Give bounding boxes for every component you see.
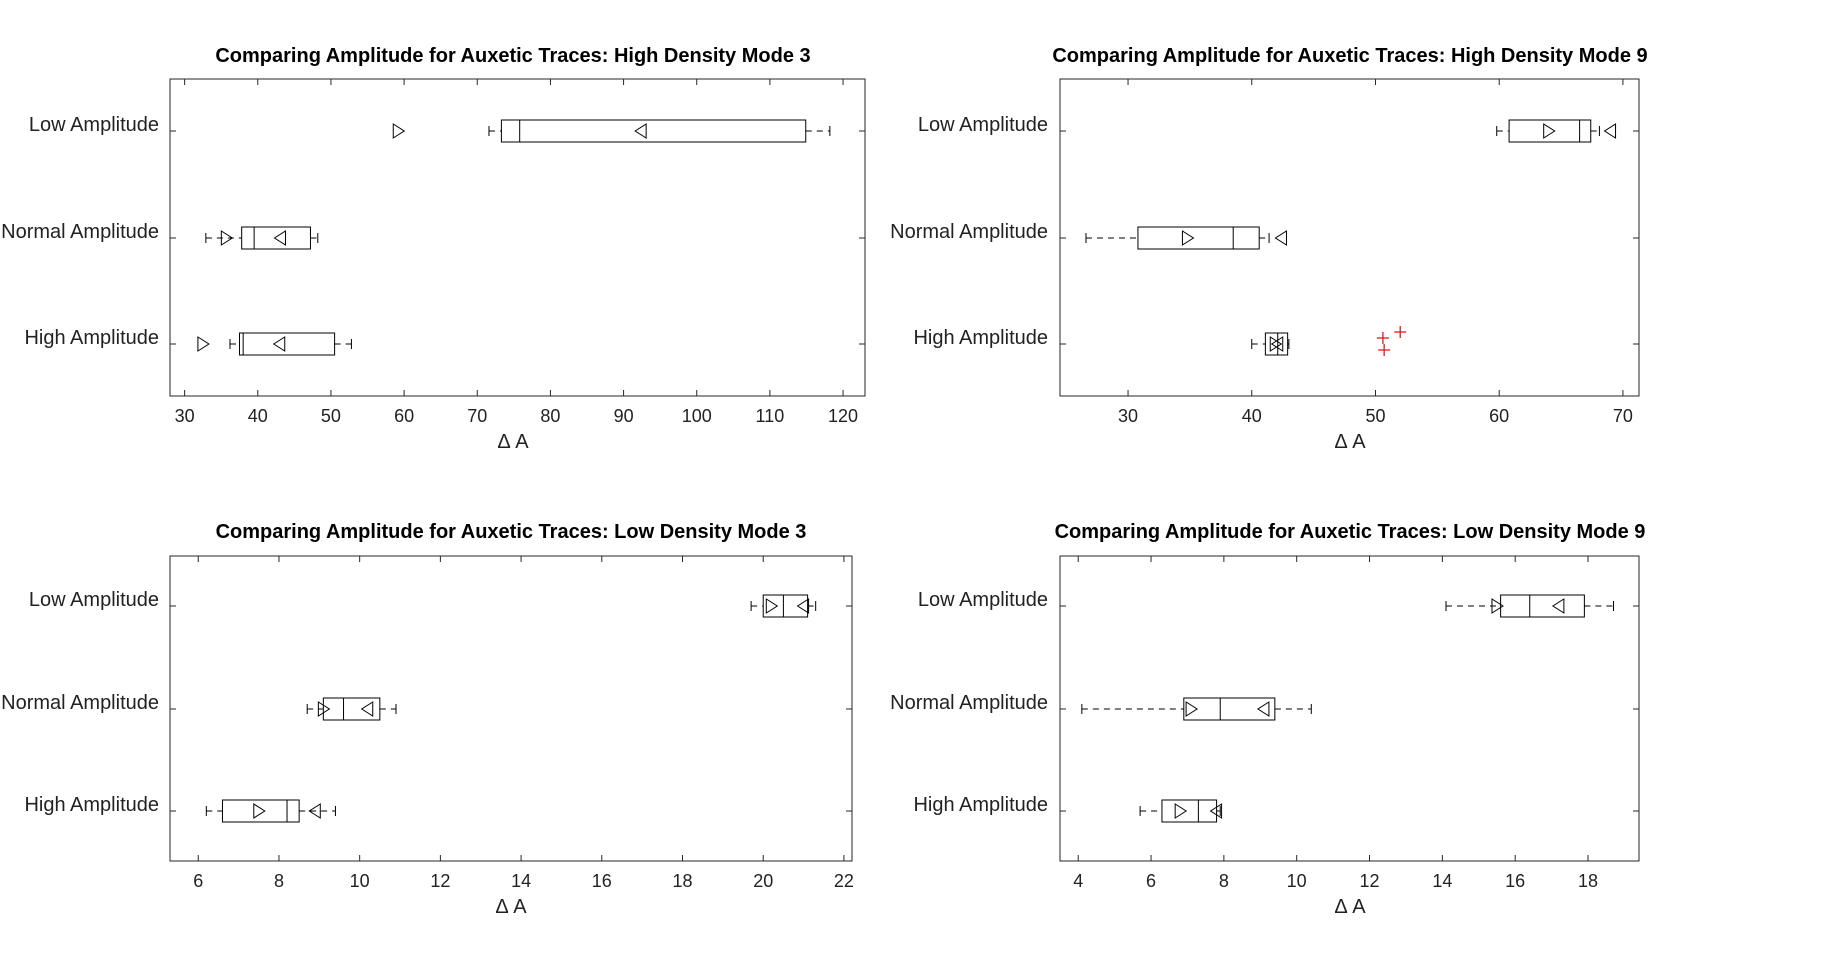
x-tick-label: 50	[321, 406, 341, 426]
x-axis-label: Δ A	[1334, 431, 1366, 453]
iqr-box	[239, 332, 336, 356]
boxplot-high-density-mode-9: Comparing Amplitude for Auxetic Traces: …	[890, 45, 1647, 453]
x-tick-label: 10	[1287, 871, 1307, 891]
x-tick-label: 14	[1432, 871, 1452, 891]
x-tick-label: 6	[1146, 871, 1156, 891]
category-label-normal: Normal Amplitude	[1, 221, 159, 243]
category-label-low: Low Amplitude	[918, 589, 1048, 611]
marker-right-triangle	[317, 701, 331, 717]
marker-left-triangle	[360, 701, 374, 717]
chart-title: Comparing Amplitude for Auxetic Traces: …	[216, 521, 807, 543]
x-tick-label: 70	[1613, 406, 1633, 426]
chart-title: Comparing Amplitude for Auxetic Traces: …	[1052, 45, 1647, 67]
marker-left-triangle	[796, 598, 810, 614]
iqr-box	[322, 697, 381, 721]
x-tick-label: 20	[753, 871, 773, 891]
marker-right-triangle	[1174, 803, 1188, 819]
x-tick-label: 18	[1578, 871, 1598, 891]
category-label-normal: Normal Amplitude	[890, 692, 1048, 714]
x-tick-label: 120	[828, 406, 858, 426]
iqr-box	[221, 799, 300, 823]
marker-left-triangle	[1551, 598, 1565, 614]
marker-left-triangle	[1256, 701, 1270, 717]
chart-title: Comparing Amplitude for Auxetic Traces: …	[1055, 521, 1646, 543]
x-tick-label: 16	[592, 871, 612, 891]
boxplot-low-density-mode-9: Comparing Amplitude for Auxetic Traces: …	[890, 521, 1645, 918]
x-tick-label: 18	[672, 871, 692, 891]
x-axis-label: Δ A	[1334, 896, 1366, 918]
x-tick-label: 10	[350, 871, 370, 891]
x-tick-label: 30	[175, 406, 195, 426]
x-tick-label: 12	[1360, 871, 1380, 891]
marker-left-triangle	[1603, 123, 1617, 139]
marker-right-triangle	[1269, 336, 1283, 352]
marker-left-triangle	[308, 803, 321, 819]
x-tick-label: 40	[248, 406, 268, 426]
x-tick-label: 8	[274, 871, 284, 891]
iqr-box	[1137, 226, 1260, 250]
x-tick-label: 12	[430, 871, 450, 891]
chart-title: Comparing Amplitude for Auxetic Traces: …	[215, 45, 810, 67]
marker-left-triangle	[272, 336, 286, 352]
x-tick-label: 40	[1242, 406, 1262, 426]
boxplot-high-density-mode-3: Comparing Amplitude for Auxetic Traces: …	[1, 45, 866, 453]
x-tick-label: 60	[1489, 406, 1509, 426]
x-tick-label: 50	[1365, 406, 1385, 426]
x-tick-label: 14	[511, 871, 531, 891]
x-tick-label: 60	[394, 406, 414, 426]
iqr-box	[1183, 697, 1276, 721]
x-tick-label: 8	[1219, 871, 1229, 891]
category-label-normal: Normal Amplitude	[1, 692, 159, 714]
boxplot-low-density-mode-3: Comparing Amplitude for Auxetic Traces: …	[1, 521, 854, 918]
x-axis-label: Δ A	[495, 896, 527, 918]
x-tick-label: 110	[756, 406, 785, 426]
marker-right-triangle	[220, 230, 234, 246]
x-axis-label: Δ A	[497, 431, 529, 453]
marker-left-triangle	[1270, 336, 1284, 352]
marker-right-triangle	[765, 598, 779, 614]
category-label-high: High Amplitude	[913, 327, 1048, 349]
x-tick-label: 100	[682, 406, 712, 426]
iqr-box	[241, 226, 311, 250]
marker-left-triangle	[273, 230, 286, 246]
marker-left-triangle	[1209, 803, 1223, 819]
x-tick-label: 90	[614, 406, 634, 426]
iqr-box	[1500, 594, 1585, 618]
category-label-high: High Amplitude	[24, 327, 159, 349]
x-tick-label: 70	[467, 406, 487, 426]
marker-right-triangle	[1491, 598, 1504, 614]
category-label-low: Low Amplitude	[29, 589, 159, 611]
marker-left-triangle	[1274, 230, 1287, 246]
iqr-box	[1161, 799, 1218, 823]
iqr-box	[1264, 332, 1289, 356]
iqr-box	[762, 594, 809, 618]
x-tick-label: 6	[193, 871, 203, 891]
marker-right-triangle	[197, 336, 210, 352]
marker-right-triangle	[1181, 230, 1195, 246]
x-tick-label: 4	[1073, 871, 1083, 891]
category-label-high: High Amplitude	[913, 794, 1048, 816]
marker-right-triangle	[253, 803, 266, 819]
category-label-low: Low Amplitude	[918, 114, 1048, 136]
iqr-box	[500, 119, 807, 143]
category-label-normal: Normal Amplitude	[890, 221, 1048, 243]
x-tick-label: 30	[1118, 406, 1138, 426]
marker-right-triangle	[1543, 123, 1556, 139]
x-tick-label: 16	[1505, 871, 1525, 891]
marker-right-triangle	[392, 123, 406, 139]
x-tick-label: 22	[834, 871, 854, 891]
category-label-low: Low Amplitude	[29, 114, 159, 136]
x-tick-label: 80	[540, 406, 560, 426]
marker-left-triangle	[634, 123, 647, 139]
iqr-box	[1508, 119, 1592, 143]
category-label-high: High Amplitude	[24, 794, 159, 816]
marker-right-triangle	[1185, 701, 1199, 717]
